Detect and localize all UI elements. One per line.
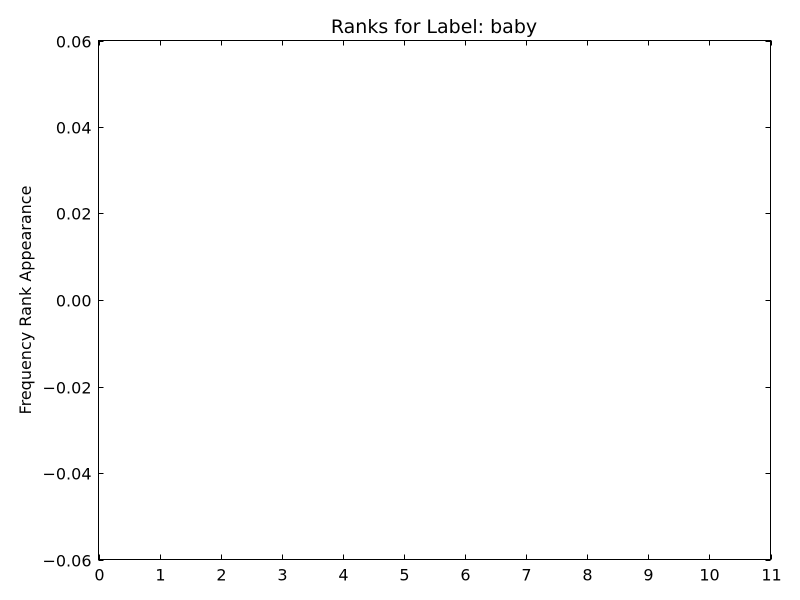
plot-frame [98,40,771,560]
x-tick-label: 6 [460,566,470,585]
x-tick-label: 3 [277,566,287,585]
x-tick-label: 11 [761,566,781,585]
x-tick-label: 5 [399,566,409,585]
y-axis-label: Frequency Rank Appearance [16,186,35,415]
y-tick-label: −0.06 [42,552,91,571]
x-tick-label: 4 [338,566,348,585]
x-tick-label: 9 [643,566,653,585]
y-axis-ticks: −0.06 −0.04 −0.02 0.00 0.02 0.04 0.06 [42,33,771,571]
y-tick-label: 0.02 [56,205,92,224]
x-tick-label: 1 [155,566,165,585]
y-tick-label: −0.02 [42,379,91,398]
x-tick-label: 10 [699,566,719,585]
y-tick-label: 0.04 [56,119,92,138]
x-tick-label: 7 [521,566,531,585]
y-tick-label: −0.04 [42,465,91,484]
y-tick-label: 0.06 [56,33,92,52]
x-tick-label: 0 [94,566,104,585]
x-tick-label: 8 [582,566,592,585]
x-axis-ticks: 0 1 2 3 4 5 6 7 8 9 10 11 [94,40,782,585]
chart-title: Ranks for Label: baby [331,16,537,38]
x-tick-label: 2 [216,566,226,585]
y-tick-label: 0.00 [56,292,92,311]
